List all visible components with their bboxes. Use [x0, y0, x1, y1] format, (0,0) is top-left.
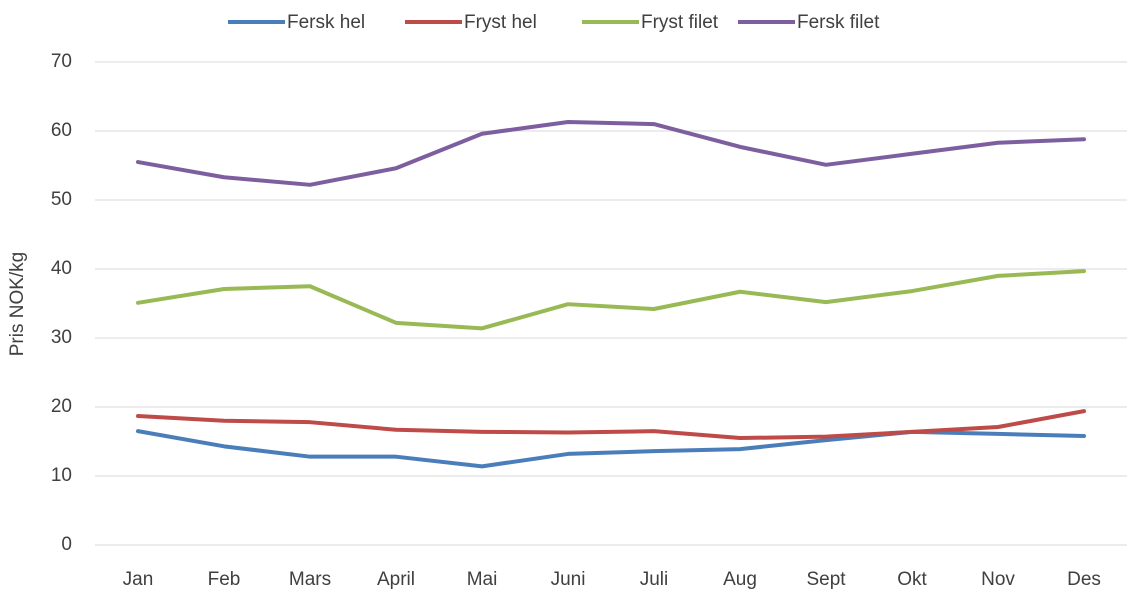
x-tick-label: Juni	[551, 569, 586, 590]
x-tick-label: Nov	[981, 569, 1015, 590]
legend-label: Fryst hel	[464, 12, 537, 33]
y-tick-label: 30	[51, 327, 72, 348]
legend-label: Fryst filet	[641, 12, 719, 33]
legend-label: Fersk hel	[287, 12, 365, 33]
x-tick-label: Jan	[123, 569, 154, 590]
y-axis-label: Pris NOK/kg	[7, 252, 28, 357]
series-line	[136, 429, 1086, 469]
x-tick-label: Mars	[289, 569, 331, 590]
x-tick-label: April	[377, 569, 415, 590]
y-tick-label: 20	[51, 396, 72, 417]
x-tick-label: Juli	[640, 569, 669, 590]
x-tick-label: Sept	[806, 569, 846, 590]
y-tick-label: 70	[51, 51, 72, 72]
x-tick-label: Mai	[467, 569, 498, 590]
legend-label: Fersk filet	[797, 12, 880, 33]
series-line	[136, 269, 1086, 331]
series-line	[136, 120, 1086, 187]
x-tick-label: Aug	[723, 569, 757, 590]
y-tick-label: 40	[51, 258, 72, 279]
x-tick-label: Feb	[208, 569, 241, 590]
y-tick-label: 0	[61, 534, 72, 555]
y-tick-label: 60	[51, 120, 72, 141]
x-tick-label: Okt	[897, 569, 927, 590]
x-tick-label: Des	[1067, 569, 1101, 590]
y-tick-label: 50	[51, 189, 72, 210]
series-line	[136, 409, 1086, 441]
y-tick-label: 10	[51, 465, 72, 486]
